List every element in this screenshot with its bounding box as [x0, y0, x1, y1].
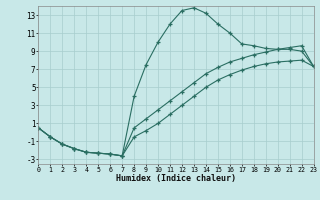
- X-axis label: Humidex (Indice chaleur): Humidex (Indice chaleur): [116, 174, 236, 183]
